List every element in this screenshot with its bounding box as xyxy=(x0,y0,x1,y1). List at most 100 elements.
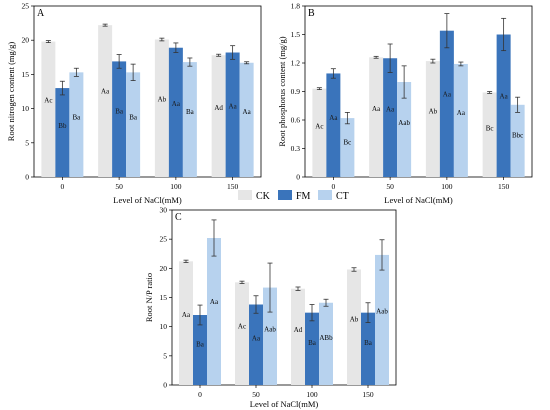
bar-fm xyxy=(249,304,263,385)
bar-significance-label: Aab xyxy=(398,119,410,127)
bar-significance-label: Aa xyxy=(329,114,338,122)
legend-label-ct: CT xyxy=(336,191,349,202)
bar-fm xyxy=(168,47,183,177)
y-tick-label: 0 xyxy=(163,381,167,390)
x-tick-label: 50 xyxy=(252,390,260,399)
y-tick-label: 5 xyxy=(25,138,29,147)
bar-significance-label: Ab xyxy=(429,107,438,115)
x-tick-label: 150 xyxy=(227,182,239,191)
bar-ct xyxy=(207,238,221,385)
x-tick-label: 0 xyxy=(332,182,336,191)
y-tick-label: 1.2 xyxy=(291,59,301,68)
x-axis-label: Level of NaCl(mM) xyxy=(113,195,182,205)
x-tick-label: 0 xyxy=(61,182,65,191)
bar-significance-label: Ba xyxy=(186,108,195,116)
bar-fm xyxy=(112,61,127,177)
bar-ct xyxy=(319,302,333,385)
panel-letter: B xyxy=(308,8,315,19)
bar-significance-label: Aa xyxy=(457,109,466,117)
bar-ck xyxy=(291,288,305,385)
bar-significance-label: Ad xyxy=(214,104,223,112)
y-tick-label: 0 xyxy=(25,173,29,182)
bar-significance-label: Aa xyxy=(443,91,452,99)
bar-ct xyxy=(263,287,277,385)
bar-fm xyxy=(361,312,375,385)
bar-significance-label: Aa xyxy=(172,100,181,108)
y-tick-label: 15 xyxy=(160,293,168,302)
bar-significance-label: Ab xyxy=(350,315,359,323)
bar-ct xyxy=(69,72,84,177)
y-tick-label: 0 xyxy=(296,173,300,182)
x-tick-label: 100 xyxy=(441,182,453,191)
y-tick-label: 1.5 xyxy=(291,30,301,39)
bar-ck xyxy=(312,88,327,177)
chart-panel-b: B 0 0.3 0.6 0.9 1.2 1.5 1.8 Root phosphorus cont… xyxy=(277,2,533,205)
bar-ct xyxy=(453,63,468,178)
bar-significance-label: Ac xyxy=(315,122,323,130)
panel-letter: A xyxy=(37,8,45,19)
bar-ct xyxy=(510,104,525,177)
bar-significance-label: Ba xyxy=(364,339,373,347)
bar-ck xyxy=(41,41,56,178)
bar-fm xyxy=(193,315,207,385)
y-axis-label: Root N/P ratio xyxy=(144,273,154,322)
bar-significance-label: Ba xyxy=(72,113,81,121)
bar-significance-label: Aa xyxy=(229,103,238,111)
y-tick-label: 0.9 xyxy=(291,87,301,96)
bar-significance-label: Bbc xyxy=(512,131,523,139)
y-tick-label: 0.6 xyxy=(291,116,301,125)
x-tick-label: 150 xyxy=(362,390,374,399)
bar-fm xyxy=(225,52,240,177)
bar-ct xyxy=(182,62,197,178)
chart-panel-a: A 0 5 10 15 20 25 Root nitrogen content (mg/g) 0… xyxy=(6,2,262,205)
x-tick-label: 150 xyxy=(498,182,510,191)
x-tick-label: 50 xyxy=(115,182,123,191)
bar-significance-label: ABb xyxy=(319,334,333,342)
bar-significance-label: Aa xyxy=(500,93,509,101)
bar-ck xyxy=(154,39,169,178)
bar-fm xyxy=(496,34,511,177)
bar-fm xyxy=(383,58,398,177)
bar-fm xyxy=(55,88,70,177)
bar-ck xyxy=(179,261,193,385)
bar-ct xyxy=(397,82,412,177)
y-axis-label: Root nitrogen content (mg/g) xyxy=(6,42,16,142)
x-axis-label: Level of NaCl(mM) xyxy=(250,399,319,409)
x-tick-label: 0 xyxy=(198,390,202,399)
bar-ck xyxy=(369,57,384,177)
bar-significance-label: Ba xyxy=(308,339,317,347)
plot-frame xyxy=(33,5,262,178)
bar-significance-label: Ac xyxy=(238,323,246,331)
bar-ct xyxy=(239,62,254,177)
y-tick-label: 1.8 xyxy=(291,2,301,11)
bar-ct xyxy=(375,254,389,385)
y-tick-label: 30 xyxy=(160,206,168,215)
y-tick-label: 25 xyxy=(160,235,168,244)
x-axis-label: Level of NaCl(mM) xyxy=(384,195,453,205)
x-tick-label: 50 xyxy=(386,182,394,191)
bar-ck xyxy=(211,55,226,177)
y-tick-label: 5 xyxy=(163,351,167,360)
bar-significance-label: Aa xyxy=(243,108,252,116)
bar-significance-label: Ab xyxy=(158,95,167,103)
bar-significance-label: Aa xyxy=(372,105,381,113)
legend-swatch-fm xyxy=(278,190,292,200)
bar-significance-label: Aa xyxy=(182,311,191,319)
panel-letter: C xyxy=(175,212,182,223)
bar-significance-label: Bc xyxy=(486,124,494,132)
bar-significance-label: Bb xyxy=(58,122,67,130)
y-tick-label: 25 xyxy=(22,2,30,11)
bar-significance-label: Ba xyxy=(196,341,205,349)
bar-ck xyxy=(425,61,440,177)
bar-ck xyxy=(98,25,113,177)
bar-fm xyxy=(439,30,454,178)
x-tick-label: 100 xyxy=(306,390,318,399)
bar-fm xyxy=(305,312,319,385)
y-tick-label: 10 xyxy=(22,104,30,113)
chart-panel-c: C 0 5 10 15 20 25 30 Root N/P ratio 0 Aa Ba Aa 50 Ac Aa… xyxy=(144,206,397,409)
legend-label-ck: CK xyxy=(256,191,271,202)
bar-significance-label: Aab xyxy=(376,307,388,315)
bar-ck xyxy=(235,282,249,385)
bar-ct xyxy=(340,118,355,177)
